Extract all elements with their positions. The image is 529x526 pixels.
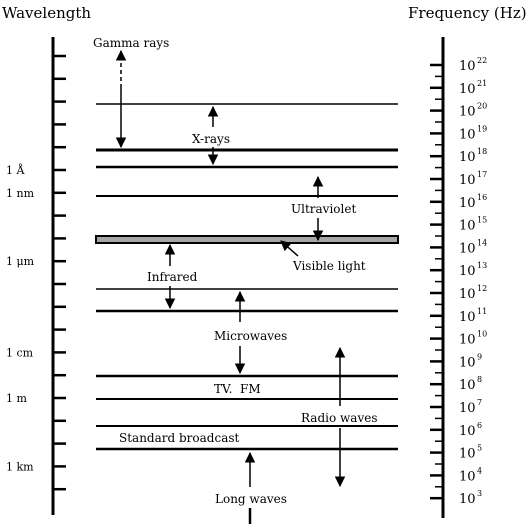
frequency-label: 10 — [459, 241, 476, 256]
wavelength-title: Wavelength — [2, 4, 91, 22]
wavelength-label: 1 km — [6, 460, 34, 473]
wavelength-label: 1 nm — [6, 187, 35, 200]
frequency-exponent: 9 — [477, 352, 482, 361]
frequency-label: 10 — [459, 310, 476, 325]
frequency-title: Frequency (Hz) — [408, 4, 527, 22]
frequency-label: 10 — [459, 424, 476, 439]
frequency-exponent: 18 — [477, 147, 487, 156]
arrow-visible-light — [280, 240, 299, 257]
frequency-label: 10 — [459, 355, 476, 370]
label-microwaves: Microwaves — [214, 329, 287, 343]
frequency-label: 10 — [459, 378, 476, 393]
frequency-exponent: 16 — [477, 193, 487, 202]
label-radio-waves: Radio waves — [301, 411, 378, 425]
frequency-label: 10 — [459, 173, 476, 188]
label-ultraviolet: Ultraviolet — [291, 202, 356, 216]
frequency-exponent: 10 — [477, 330, 487, 339]
visible-light-band — [95, 235, 399, 244]
frequency-label: 10 — [459, 447, 476, 462]
frequency-exponent: 14 — [477, 238, 487, 247]
frequency-exponent: 7 — [477, 398, 482, 407]
wavelength-label: 1 cm — [6, 346, 34, 359]
wavelength-label: 1 μm — [6, 255, 35, 268]
frequency-label: 10 — [459, 333, 476, 348]
frequency-exponent: 8 — [477, 375, 482, 384]
frequency-exponent: 22 — [477, 56, 487, 65]
frequency-exponent: 11 — [477, 307, 487, 316]
frequency-label: 10 — [459, 150, 476, 165]
frequency-exponent: 12 — [477, 284, 487, 293]
frequency-exponent: 20 — [477, 102, 487, 111]
frequency-exponent: 13 — [477, 261, 487, 270]
frequency-label: 10 — [459, 219, 476, 234]
label-gamma-rays: Gamma rays — [93, 36, 169, 50]
frequency-exponent: 6 — [477, 421, 482, 430]
label-visible-light: Visible light — [292, 259, 366, 273]
frequency-axis-ticks — [430, 63, 443, 500]
frequency-label: 10 — [459, 469, 476, 484]
frequency-exponent: 17 — [477, 170, 487, 179]
label-long-waves: Long waves — [215, 492, 287, 506]
frequency-label: 10 — [459, 59, 476, 74]
label-infrared: Infrared — [147, 270, 198, 284]
frequency-label: 10 — [459, 264, 476, 279]
frequency-exponent: 19 — [477, 124, 487, 133]
frequency-exponent: 15 — [477, 216, 487, 225]
frequency-label: 10 — [459, 401, 476, 416]
frequency-label: 10 — [459, 287, 476, 302]
frequency-exponent: 5 — [477, 444, 482, 453]
frequency-label: 10 — [459, 105, 476, 120]
label-tv-fm: TV. FM — [214, 382, 261, 396]
label-xrays: X-rays — [192, 132, 230, 146]
frequency-exponent: 4 — [477, 466, 482, 475]
wavelength-axis-ticks — [53, 54, 66, 491]
frequency-label: 10 — [459, 127, 476, 142]
frequency-exponent: 3 — [477, 489, 482, 498]
frequency-exponent: 21 — [477, 79, 487, 88]
frequency-label: 10 — [459, 82, 476, 97]
frequency-label: 10 — [459, 492, 476, 507]
label-standard-broadcast: Standard broadcast — [119, 431, 240, 445]
wavelength-label: 1 Å — [6, 163, 25, 177]
wavelength-axis-labels: 1 Å 1 nm 1 μm 1 cm 1 m 1 km — [6, 163, 35, 473]
wavelength-label: 1 m — [6, 392, 27, 405]
frequency-label: 10 — [459, 196, 476, 211]
